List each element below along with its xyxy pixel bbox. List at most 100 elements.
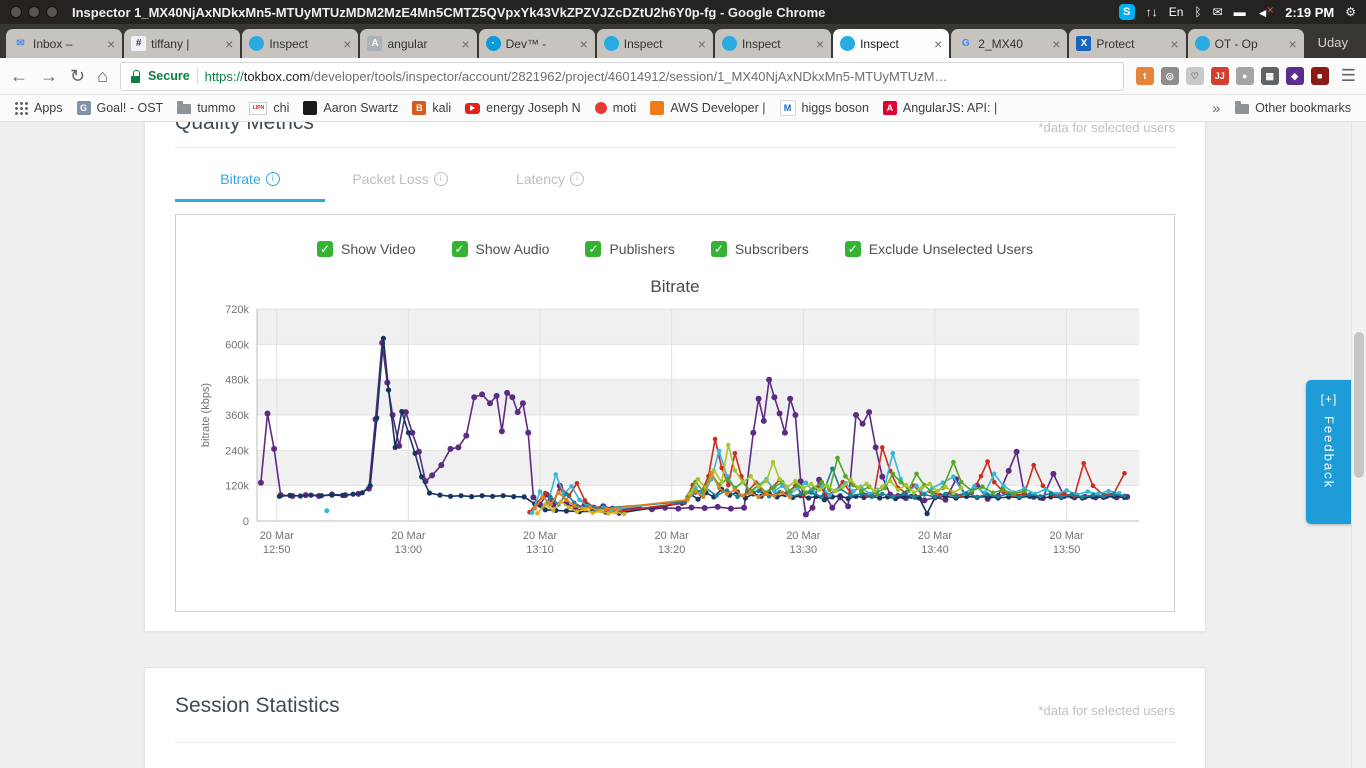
checkbox-check-icon[interactable]: ✓ [585,241,602,257]
tab-close-icon[interactable]: × [579,35,588,52]
tab-close-icon[interactable]: × [1288,35,1297,52]
tab-close-icon[interactable]: × [1052,35,1061,52]
metric-tab-packet-loss[interactable]: Packet Loss i [325,158,475,202]
browser-tab[interactable]: Inspect × [714,29,832,58]
checkbox-show-audio[interactable]: ✓ Show Audio [451,241,549,257]
network-icon[interactable]: ▬ [1233,5,1246,19]
checkbox-exclude-unselected-users[interactable]: ✓ Exclude Unselected Users [844,241,1033,257]
profile-name[interactable]: Uday [1317,35,1348,50]
bookmark-goal-ost[interactable]: G Goal! - OST [70,98,171,118]
bookmark-favicon [465,102,481,114]
info-icon[interactable]: i [265,172,280,186]
updates-tray-icon[interactable]: ↑↓ [1145,5,1158,19]
checkbox-check-icon[interactable]: ✓ [317,241,334,257]
extension-icon-7[interactable]: ◆ [1285,67,1304,85]
url-text[interactable]: https://tokbox.com/developer/tools/inspe… [205,69,948,84]
clock[interactable]: 2:19 PM [1285,4,1335,20]
mail-icon[interactable]: ✉ [1212,5,1223,19]
info-icon[interactable]: i [570,172,585,186]
bookmark-label: chi [273,101,290,115]
extension-icon-1[interactable]: t [1135,67,1154,85]
metric-tab-latency[interactable]: Latency i [475,158,625,202]
folder-icon [177,101,192,114]
forward-icon[interactable]: → [40,66,58,86]
bookmark-tummo[interactable]: tummo [170,98,242,118]
checkbox-publishers[interactable]: ✓ Publishers [585,241,675,257]
bookmark-aws-developer[interactable]: AWS Developer | [643,98,772,118]
extension-icon-8[interactable]: ■ [1310,67,1329,85]
browser-tab[interactable]: Inspect × [833,29,950,58]
speaker-glyph: ◄ [1256,5,1269,20]
scrollbar-thumb[interactable] [1354,332,1364,478]
metric-tab-bitrate[interactable]: Bitrate i [175,158,325,202]
checkbox-check-icon[interactable]: ✓ [844,241,861,257]
tab-close-icon[interactable]: × [461,35,470,52]
tab-close-icon[interactable]: × [934,35,943,52]
bookmarks-bar: Apps G Goal! - OST tummo LIPN chi Aaron Swartz… [0,95,1366,122]
browser-menu-icon[interactable]: ☰ [1340,66,1356,85]
svg-text:13:00: 13:00 [395,544,423,556]
bookmark-favicon: A [882,101,897,115]
tab-close-icon[interactable]: × [225,35,234,52]
bookmark-energy-joseph-n[interactable]: energy Joseph N [458,98,588,118]
keyboard-layout-indicator[interactable]: En [1168,5,1184,19]
browser-tab[interactable]: G 2_MX40 × [951,29,1068,58]
tab-close-icon[interactable]: × [697,35,706,52]
browser-tab[interactable]: X Protect × [1069,29,1186,58]
checkbox-check-icon[interactable]: ✓ [710,241,727,257]
browser-tab[interactable]: Inspect × [596,29,713,58]
checkbox-subscribers[interactable]: ✓ Subscribers [710,241,809,257]
mute-x-icon: ✕ [1266,4,1275,15]
extension-icon-4[interactable]: JJ [1210,67,1229,85]
tab-close-icon[interactable]: × [106,35,116,52]
bitrate-chart-canvas[interactable]: 0 120k 240k 360k 480k 600k 720k 20 Mar 12:50 20 M… [195,299,1155,567]
tab-close-icon[interactable]: × [343,35,352,52]
skype-tray-icon[interactable]: S [1118,4,1135,20]
back-icon[interactable]: ← [10,66,28,86]
extension-icon-2[interactable]: ◎ [1160,67,1179,85]
bookmark-apps[interactable]: Apps [8,98,70,118]
window-maximize-button[interactable] [46,6,58,18]
tab-close-icon[interactable]: × [1170,35,1179,52]
home-icon[interactable]: ⌂ [97,66,108,86]
address-bar[interactable]: Secure https://tokbox.com/developer/tool… [119,61,1124,91]
bookmark-favicon: B [412,101,427,115]
bookmark-label: energy Joseph N [486,101,581,115]
bookmark-chi[interactable]: LIPN chi [242,98,296,118]
browser-tab[interactable]: # tiffany | × [124,29,241,58]
bluetooth-icon[interactable]: ᛒ [1194,5,1202,19]
browser-tab[interactable]: Inspect × [242,29,359,58]
extension-icon-5[interactable]: ● [1235,67,1254,85]
checkbox-check-icon[interactable]: ✓ [451,241,468,257]
power-menu-icon[interactable]: ⚙ [1345,5,1356,19]
svg-text:240k: 240k [225,445,249,457]
bookmark-moti[interactable]: moti [588,98,644,118]
window-minimize-button[interactable] [28,6,40,18]
extension-icon-6[interactable]: ▦ [1260,67,1279,85]
browser-tab[interactable]: · Dev™ - × [478,29,595,58]
session-statistics-card: Session Statistics *data for selected us… [144,667,1206,768]
feedback-plus-icon: [+] [1320,392,1338,406]
page-scrollbar[interactable] [1351,122,1366,768]
extension-icon-3[interactable]: ♡ [1185,67,1204,85]
checkbox-show-video[interactable]: ✓ Show Video [317,241,416,257]
bookmarks-overflow-icon[interactable]: » [1212,100,1221,116]
secure-label[interactable]: Secure [147,69,190,83]
tab-title: Dev™ - [505,36,547,51]
window-close-button[interactable] [10,6,22,18]
browser-tab[interactable]: OT - Op × [1187,29,1304,58]
volume-muted-icon[interactable]: ◄✕ [1256,4,1275,20]
bookmark-aaron-swartz[interactable]: Aaron Swartz [296,98,405,118]
other-bookmarks-button[interactable]: Other bookmarks [1228,98,1358,118]
browser-tab[interactable]: ✉ Inbox – × [6,29,123,58]
info-icon[interactable]: i [433,172,448,186]
svg-text:13:50: 13:50 [1053,544,1081,556]
feedback-button[interactable]: [+] Feedback [1306,380,1352,524]
reload-icon[interactable]: ↻ [70,66,86,86]
tab-title: tiffany | [151,36,190,51]
bookmark-angularjs-api[interactable]: A AngularJS: API: | [876,98,1004,118]
tab-close-icon[interactable]: × [815,35,825,52]
